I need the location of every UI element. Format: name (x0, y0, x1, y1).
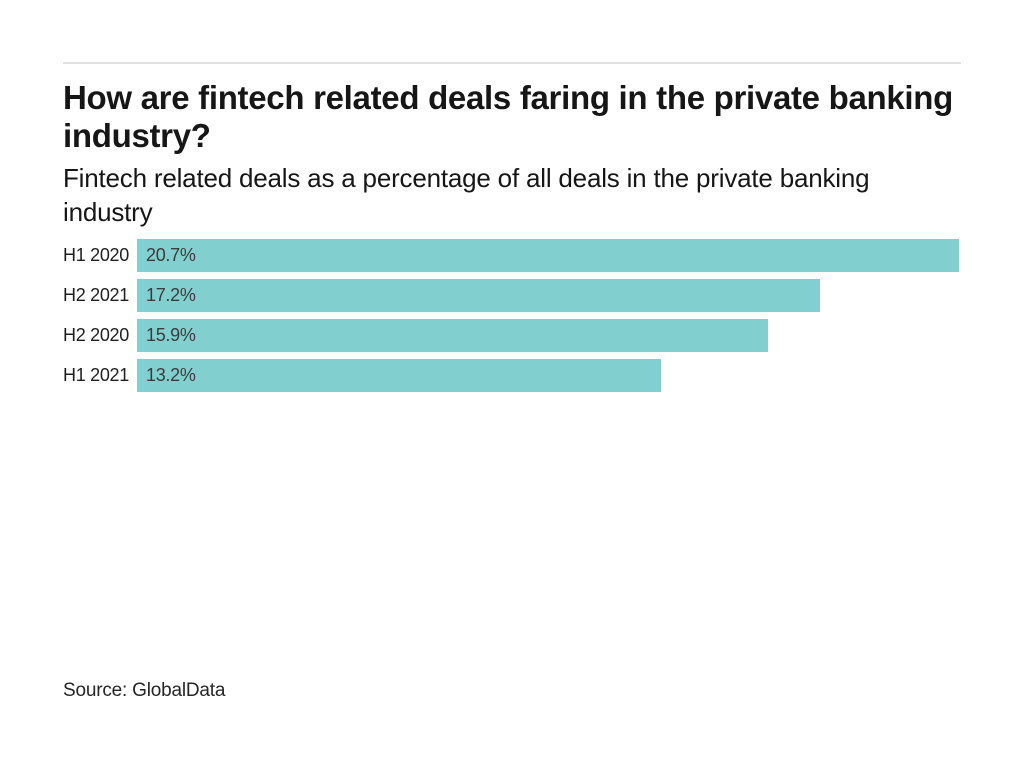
source-note: Source: GlobalData (63, 680, 226, 701)
bar-row: H1 2021 13.2% (63, 359, 961, 392)
chart-subtitle-line-1: Fintech related deals as a percentage of… (63, 163, 870, 193)
chart-title: How are fintech related deals faring in … (63, 79, 953, 155)
bar-value-label: 17.2% (146, 285, 196, 305)
top-divider (63, 62, 961, 64)
bar-category-label: H2 2021 (63, 285, 129, 305)
bar-row: H2 2021 17.2% (63, 279, 961, 312)
chart-subtitle-line-2: industry (63, 197, 153, 227)
chart-title-line-2: industry? (63, 117, 211, 154)
bar: 13.2% (137, 359, 661, 392)
bar-category-label: H1 2020 (63, 245, 129, 265)
bar-row: H1 2020 20.7% (63, 239, 961, 272)
bar: 17.2% (137, 279, 820, 312)
bar-category-label: H1 2021 (63, 365, 129, 385)
bar-row: H2 2020 15.9% (63, 319, 961, 352)
bar: 20.7% (137, 239, 959, 272)
bar: 15.9% (137, 319, 768, 352)
chart-subtitle: Fintech related deals as a percentage of… (63, 161, 870, 229)
bar-category-label: H2 2020 (63, 325, 129, 345)
chart-title-line-1: How are fintech related deals faring in … (63, 79, 954, 116)
bar-value-label: 20.7% (146, 245, 196, 265)
bar-value-label: 13.2% (146, 365, 196, 385)
bar-value-label: 15.9% (146, 325, 196, 345)
